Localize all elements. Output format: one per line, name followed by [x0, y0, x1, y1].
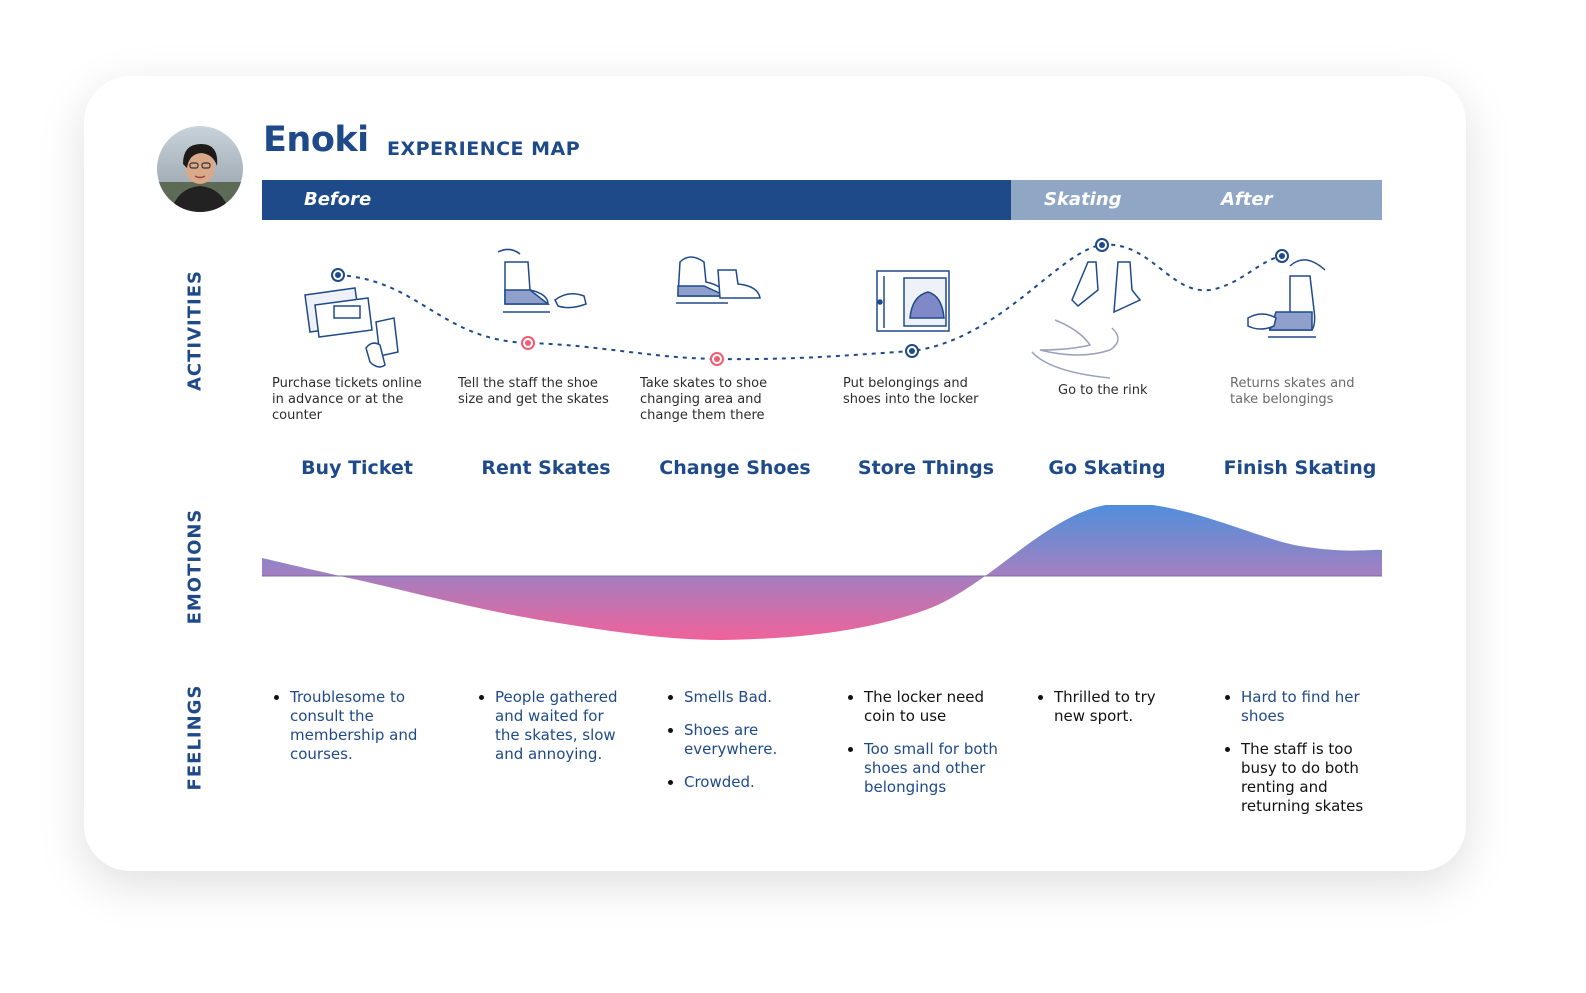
journey-path: [337, 243, 1283, 361]
journey-node-go-skating: [1095, 238, 1109, 252]
pain-point-rent-skates: [521, 336, 535, 350]
phase-label-before: Before: [304, 189, 372, 210]
feeling-item: Hard to find her shoes: [1241, 688, 1385, 726]
stage-store-things: Store Things: [857, 457, 995, 479]
emotion-curve-chart: [262, 505, 1382, 640]
feelings-store-things: The locker need coin to use Too small for…: [848, 688, 998, 811]
skating-icon: [1031, 261, 1142, 379]
stage-go-skating: Go Skating: [1048, 457, 1166, 479]
map-title: EXPERIENCE MAP: [387, 138, 581, 160]
feelings-buy-ticket: Troublesome to consult the membership an…: [274, 688, 439, 778]
phase-label-after: After: [1221, 189, 1273, 210]
locker-icon: [876, 270, 950, 332]
phase-bar-before: [262, 180, 1011, 220]
activity-description-go-skating: Go to the rink: [1058, 383, 1148, 398]
ticket-phone-icon: [304, 287, 399, 368]
feeling-item: The staff is too busy to do both renting…: [1241, 740, 1385, 816]
journey-node-buy-ticket: [331, 268, 345, 282]
pain-point-change-shoes: [710, 352, 724, 366]
feeling-item: People gathered and waited for the skate…: [495, 688, 629, 764]
feelings-go-skating: Thrilled to try new sport.: [1038, 688, 1178, 740]
return-skates-icon: [1247, 259, 1326, 338]
journey-node-finish-skating: [1275, 249, 1289, 263]
feeling-item: Troublesome to consult the membership an…: [290, 688, 439, 764]
feelings-rent-skates: People gathered and waited for the skate…: [479, 688, 629, 778]
journey-node-store-things: [905, 344, 919, 358]
activity-description-rent-skates: Tell the staff the shoe size and get the…: [458, 376, 609, 407]
feeling-item: Thrilled to try new sport.: [1054, 688, 1178, 726]
stage-buy-ticket: Buy Ticket: [301, 457, 413, 479]
activity-description-change-shoes: Take skates to shoe changing area and ch…: [640, 376, 768, 423]
feelings-finish-skating: Hard to find her shoes The staff is too b…: [1225, 688, 1385, 830]
feeling-item: Smells Bad.: [684, 688, 798, 707]
avatar: [157, 126, 243, 212]
phase-label-skating: Skating: [1044, 189, 1122, 210]
feelings-change-shoes: Smells Bad. Shoes are everywhere. Crowded.: [668, 688, 798, 806]
persona-name: Enoki: [263, 120, 369, 160]
feeling-item: Too small for both shoes and other belon…: [864, 740, 998, 797]
stage-change-shoes: Change Shoes: [659, 457, 811, 479]
change-shoes-icon: [676, 256, 761, 304]
feeling-item: Crowded.: [684, 773, 798, 792]
feeling-item: Shoes are everywhere.: [684, 721, 798, 759]
activity-description-buy-ticket: Purchase tickets online in advance or at…: [272, 376, 422, 423]
skates-handover-icon: [497, 248, 587, 313]
activity-description-finish-skating: Returns skates and take belongings: [1230, 376, 1355, 407]
stage-finish-skating: Finish Skating: [1223, 457, 1377, 479]
stage-rent-skates: Rent Skates: [481, 457, 611, 479]
phase-bar-skating-after: [1011, 180, 1382, 220]
activity-description-store-things: Put belongings and shoes into the locker: [843, 376, 979, 407]
emotion-area: [262, 505, 1382, 640]
feeling-item: The locker need coin to use: [864, 688, 998, 726]
